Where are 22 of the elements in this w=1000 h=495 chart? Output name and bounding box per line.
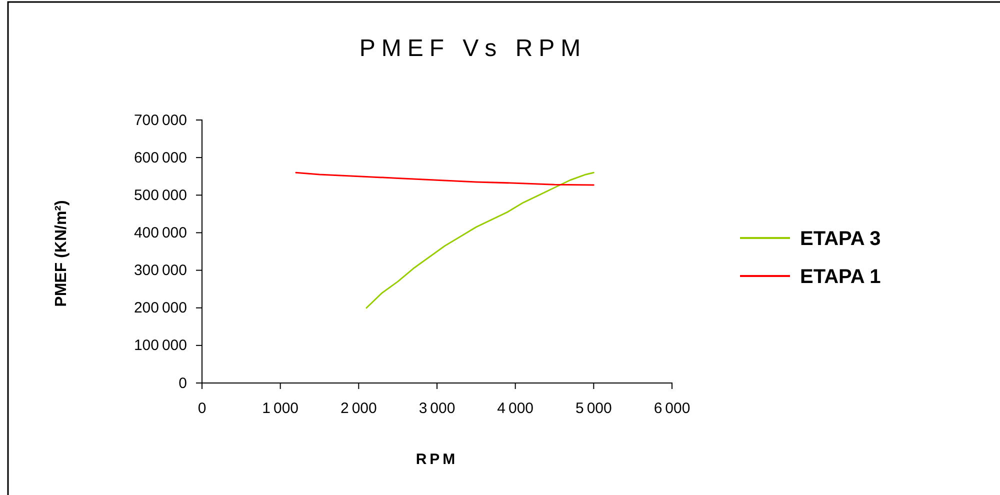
y-tick-label: 400 000 [134, 224, 187, 242]
x-axis-title: RPM [416, 451, 458, 468]
y-tick-label: 700 000 [134, 112, 187, 129]
x-tick-label: 5 000 [575, 400, 612, 417]
y-tick-label: 300 000 [134, 262, 187, 280]
x-tick-label: 6 000 [654, 400, 690, 417]
x-tick-label: 4 000 [497, 400, 534, 417]
y-tick-label: 500 000 [134, 186, 187, 204]
chart-title: PMEF Vs RPM [359, 35, 587, 62]
y-tick-label: 100 000 [134, 337, 187, 354]
x-tick-label: 3 000 [418, 400, 456, 417]
line-series [366, 172, 594, 309]
x-tick-label: 1 000 [262, 400, 299, 417]
y-tick-label: 200 000 [134, 300, 187, 317]
legend-label: ETAPA 3 [800, 228, 881, 250]
line-series [295, 172, 594, 186]
legend-label: ETAPA 1 [800, 266, 881, 288]
y-axis-title: PMEF (KN/m²) [53, 200, 70, 307]
y-tick-label: 0 [178, 374, 187, 392]
x-tick-label: 0 [198, 400, 206, 417]
x-tick-label: 2 000 [340, 400, 377, 417]
y-tick-label: 600 000 [134, 149, 187, 166]
